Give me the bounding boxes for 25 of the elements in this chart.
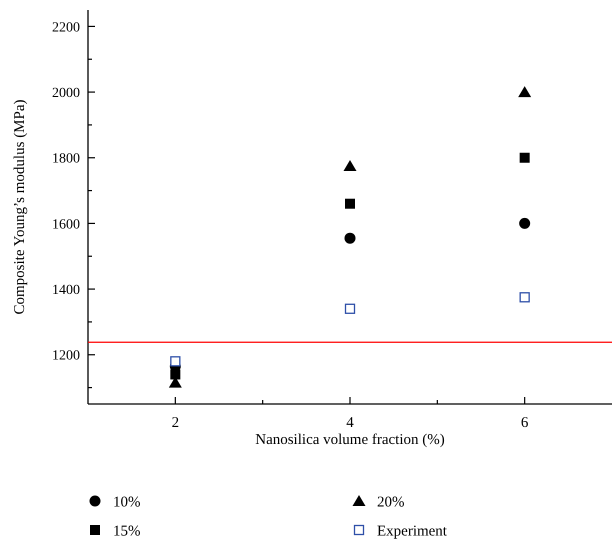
point — [520, 152, 530, 163]
legend-label: Experiment — [377, 523, 448, 540]
legend-label: 20% — [377, 494, 404, 510]
point — [519, 218, 530, 229]
y-tick-label: 2200 — [52, 20, 80, 36]
point — [518, 86, 532, 98]
y-axis-title: Composite Young’s modulus (MPa) — [12, 99, 28, 315]
point — [170, 369, 180, 380]
legend-label: 10% — [113, 494, 140, 510]
point — [170, 356, 180, 366]
x-tick-label: 6 — [520, 415, 529, 431]
y-tick-label: 1800 — [52, 152, 80, 167]
x-axis-title: Nanosilica volume fraction (%) — [255, 432, 445, 448]
y-tick-label: 1200 — [52, 348, 80, 364]
legend-label: 15% — [113, 523, 140, 540]
x-tick-label: 2 — [172, 415, 180, 431]
x-tick-label: 4 — [346, 415, 354, 431]
point — [520, 292, 530, 302]
point — [345, 198, 355, 209]
y-tick-label: 1600 — [52, 217, 80, 232]
point — [344, 160, 356, 171]
point — [344, 304, 356, 314]
point — [344, 232, 356, 244]
y-tick-label: 2000 — [52, 86, 80, 101]
y-tick-label: 1400 — [52, 282, 80, 298]
